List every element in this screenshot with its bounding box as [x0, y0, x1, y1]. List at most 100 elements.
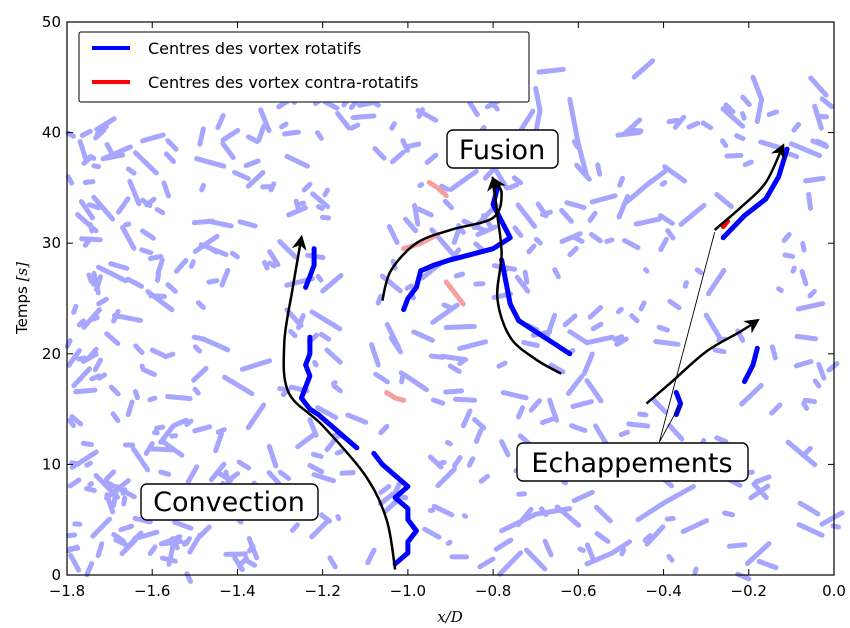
background-track-segment	[618, 429, 630, 438]
background-track-segment	[412, 202, 421, 227]
background-track-segment	[542, 538, 554, 558]
background-track-segment	[566, 373, 585, 396]
background-track-segment	[806, 191, 813, 211]
background-track-segment	[444, 440, 453, 447]
background-track-segment	[562, 313, 578, 328]
background-track-segment	[795, 301, 826, 312]
background-track-segment	[89, 373, 102, 382]
background-track-segment	[91, 194, 116, 222]
background-track-segment	[439, 353, 469, 363]
background-track-segment	[318, 332, 332, 342]
background-track-segment	[266, 443, 279, 469]
background-track-segment	[194, 156, 227, 169]
background-track-segment	[163, 351, 176, 360]
background-track-segment	[315, 130, 324, 141]
background-track-segment	[633, 216, 663, 227]
background-contra-segment	[401, 231, 441, 252]
background-track-segment	[453, 396, 478, 403]
background-track-segment	[239, 358, 273, 372]
background-track-segment	[643, 267, 650, 274]
background-track-segment	[438, 459, 447, 466]
background-track-segment	[742, 159, 754, 168]
background-track-segment	[493, 537, 514, 552]
background-track-segment	[594, 531, 611, 544]
background-track-segment	[154, 424, 166, 431]
background-track-segment	[441, 302, 453, 310]
background-track-segment	[192, 344, 203, 354]
background-track-segment	[443, 323, 477, 330]
background-track-segment	[293, 198, 301, 212]
background-track-segment	[516, 405, 525, 420]
x-tick-label: −0.6	[560, 582, 596, 600]
background-track-segment	[133, 343, 145, 355]
background-track-segment	[659, 180, 668, 187]
background-track-segment	[86, 346, 99, 361]
background-track-segment	[581, 351, 595, 377]
background-track-segment	[651, 397, 668, 415]
legend-label-rotatifs: Centres des vortex rotatifs	[148, 39, 361, 58]
background-track-segment	[147, 395, 158, 403]
background-track-segment	[76, 318, 86, 328]
background-track-segment	[692, 566, 699, 576]
background-track-segment	[522, 269, 530, 285]
x-tick-label: 0.0	[822, 582, 846, 600]
background-track-segment	[682, 280, 689, 289]
background-track-segment	[111, 484, 120, 508]
background-track-segment	[96, 264, 129, 284]
background-track-segment	[785, 439, 818, 468]
background-track-segment	[116, 196, 131, 215]
background-track-segment	[125, 276, 145, 289]
background-track-segment	[819, 96, 835, 110]
background-track-segment	[428, 353, 446, 360]
background-track-segment	[78, 199, 95, 221]
background-track-segment	[215, 113, 226, 131]
background-track-segment	[320, 273, 344, 294]
background-track-segment	[192, 424, 213, 434]
background-track-segment	[769, 402, 783, 416]
background-track-segment	[460, 408, 473, 429]
rotating-vortex-track	[742, 345, 760, 384]
background-track-segment	[472, 417, 487, 431]
y-tick-label: 20	[42, 345, 61, 363]
background-track-segment	[96, 296, 109, 307]
background-track-segment	[91, 163, 101, 170]
background-track-segment	[195, 300, 206, 310]
annotation-arrow	[381, 176, 506, 302]
background-track-segment	[457, 358, 466, 366]
background-track-segment	[584, 542, 596, 562]
background-contra-segment	[443, 279, 466, 307]
rotating-vortex-track	[401, 185, 513, 313]
background-track-segment	[187, 532, 203, 555]
background-track-segment	[208, 219, 234, 229]
background-track-segment	[589, 193, 618, 205]
background-track-segment	[146, 446, 175, 453]
x-tick-label: −0.2	[731, 582, 767, 600]
background-track-segment	[143, 368, 157, 377]
background-track-segment	[569, 423, 588, 433]
background-track-segment	[316, 204, 325, 211]
background-track-segment	[140, 228, 156, 241]
background-track-segment	[311, 472, 336, 484]
background-track-segment	[667, 423, 685, 442]
background-track-segment	[262, 259, 270, 271]
background-track-segment	[155, 271, 162, 283]
background-track-segment	[452, 455, 463, 468]
axis-ticks: −1.8 −1.6 −1.4 −1.2 −1.0 −0.8 −0.6 −0.4 −0.2 0.0 0…	[42, 13, 846, 600]
background-track-segment	[113, 537, 128, 547]
background-track-segment	[793, 359, 814, 369]
background-track-segment	[118, 523, 135, 533]
background-track-segment	[714, 192, 734, 210]
background-track-segment	[104, 331, 121, 346]
background-track-segment	[615, 306, 624, 315]
background-track-segment	[466, 99, 480, 118]
background-track-segment	[108, 384, 121, 397]
background-track-segment	[547, 397, 560, 423]
background-track-segment	[307, 417, 319, 438]
background-track-segment	[448, 168, 479, 192]
background-track-segment	[614, 339, 623, 347]
background-track-segment	[65, 532, 78, 539]
background-track-segment	[567, 245, 579, 258]
background-track-segment	[104, 469, 117, 482]
background-track-segment	[411, 329, 435, 343]
